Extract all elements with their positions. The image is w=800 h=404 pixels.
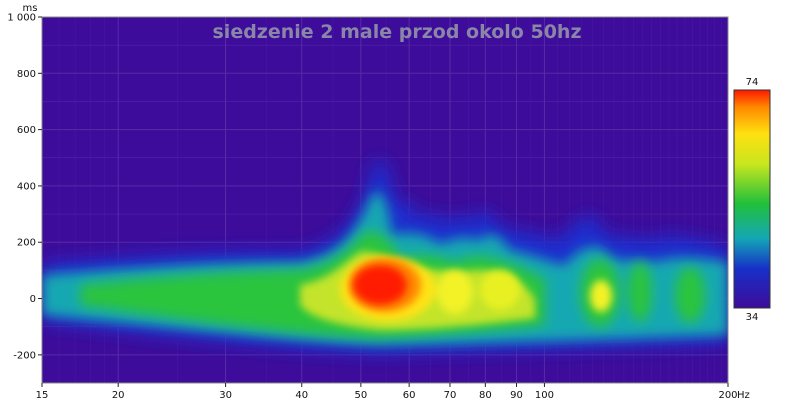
x-tick-label: 15 [36, 390, 49, 401]
blob-128hz-yellow [590, 280, 612, 312]
x-tick-label: 100 [535, 390, 554, 401]
colorbar-min-label: 34 [746, 312, 759, 323]
x-axis-unit: Hz [737, 390, 750, 401]
colorbar [733, 89, 771, 309]
x-tick-label: 40 [295, 390, 308, 401]
x-tick-label: 20 [112, 390, 125, 401]
x-tick-label: 70 [444, 390, 457, 401]
plot-border [41, 16, 729, 384]
y-tick-label: 600 [17, 125, 36, 136]
y-tick-label: 800 [17, 69, 36, 80]
y-tick-label: 200 [17, 238, 36, 249]
colorbar-max-label: 74 [746, 77, 759, 88]
y-axis-ticks: -200 0 200 400 600 800 1 000 [7, 13, 42, 361]
y-tick-label: -200 [13, 350, 36, 361]
x-tick-label: 200 [718, 390, 737, 401]
y-tick-label: 400 [17, 181, 36, 192]
chart-title: siedzenie 2 male przod okolo 50hz [213, 21, 582, 43]
x-tick-label: 50 [354, 390, 367, 401]
x-axis-ticks: 15 20 30 40 50 60 70 80 90 100 200 Hz [36, 383, 750, 401]
blob-80hz-yellow [480, 270, 520, 310]
y-tick-label: 1 000 [7, 13, 36, 24]
x-tick-label: 60 [403, 390, 416, 401]
y-axis-unit: ms [23, 3, 38, 14]
blob-70hz-yellow [437, 270, 473, 314]
blob-180hz-green [675, 267, 705, 323]
waterfall-surface [42, 159, 728, 354]
x-tick-label: 30 [219, 390, 232, 401]
y-tick-label: 0 [30, 294, 36, 305]
x-tick-label: 80 [479, 390, 492, 401]
blob-54hz-red [353, 265, 407, 305]
x-tick-label: 90 [510, 390, 523, 401]
blob-150hz-green [628, 262, 652, 322]
